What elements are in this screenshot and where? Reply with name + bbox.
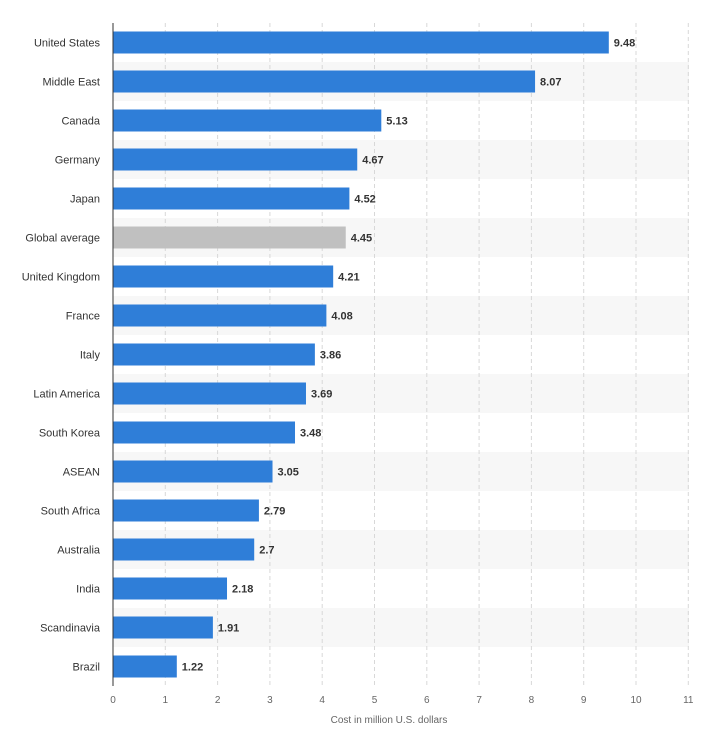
x-tick-label: 4 <box>319 695 325 706</box>
category-label: Brazil <box>72 662 100 674</box>
category-label: Germany <box>55 155 101 167</box>
value-label: 1.91 <box>218 623 239 635</box>
category-label: ASEAN <box>63 467 100 479</box>
bar <box>113 460 273 483</box>
bar <box>113 304 327 327</box>
value-label: 4.45 <box>351 233 372 245</box>
bar <box>113 655 177 678</box>
value-label: 4.52 <box>354 194 375 206</box>
x-tick-label: 8 <box>529 695 535 706</box>
value-label: 4.08 <box>331 311 352 323</box>
category-label: Global average <box>25 233 100 245</box>
value-labels: 9.48 8.07 5.13 4.67 4.52 4.45 4.21 4.08 3.86 3.69… <box>182 38 635 674</box>
category-labels: United States Middle East Canada Germany Jap… <box>22 38 101 674</box>
x-tick-label: 0 <box>110 695 116 706</box>
bar <box>113 226 346 249</box>
value-label: 1.22 <box>182 662 203 674</box>
bar <box>113 31 609 54</box>
bar <box>113 616 213 639</box>
x-tick-label: 9 <box>581 695 587 706</box>
category-label: India <box>76 584 101 596</box>
category-label: United Kingdom <box>22 272 100 284</box>
value-label: 4.21 <box>338 272 359 284</box>
x-tick-label: 5 <box>372 695 378 706</box>
bar <box>113 265 334 288</box>
category-label: Italy <box>80 350 101 362</box>
category-label: Australia <box>57 545 101 557</box>
bar <box>113 538 255 561</box>
bar <box>113 343 315 366</box>
value-label: 3.69 <box>311 389 332 401</box>
x-tick-label: 7 <box>476 695 482 706</box>
value-label: 4.67 <box>362 155 383 167</box>
bars <box>113 31 609 678</box>
category-label: Canada <box>61 116 100 128</box>
value-label: 2.79 <box>264 506 285 518</box>
value-label: 3.86 <box>320 350 341 362</box>
value-label: 3.05 <box>278 467 299 479</box>
x-tick-label: 3 <box>267 695 273 706</box>
x-tick-label: 1 <box>163 695 169 706</box>
category-label: Middle East <box>43 77 100 89</box>
value-label: 5.13 <box>386 116 407 128</box>
bar <box>113 382 306 405</box>
value-label: 2.18 <box>232 584 253 596</box>
value-label: 3.48 <box>300 428 321 440</box>
x-tick-label: 6 <box>424 695 430 706</box>
category-label: Japan <box>70 194 100 206</box>
x-axis-title: Cost in million U.S. dollars <box>331 715 448 726</box>
category-label: Scandinavia <box>40 623 101 635</box>
category-label: France <box>66 311 100 323</box>
bar <box>113 421 296 444</box>
bar <box>113 499 259 522</box>
bar <box>113 70 536 93</box>
category-label: United States <box>34 38 101 50</box>
value-label: 8.07 <box>540 77 561 89</box>
x-tick-label: 2 <box>215 695 221 706</box>
category-label: South Korea <box>39 428 101 440</box>
value-label: 2.7 <box>259 545 274 557</box>
bar <box>113 577 228 600</box>
category-label: South Africa <box>41 506 101 518</box>
bar <box>113 148 358 171</box>
bar <box>113 109 382 132</box>
x-tick-labels: 0 1 2 3 4 5 6 7 8 9 10 11 <box>110 695 694 706</box>
category-label: Latin America <box>33 389 101 401</box>
value-label: 9.48 <box>614 38 635 50</box>
x-tick-label: 11 <box>683 695 694 706</box>
bar <box>113 187 350 210</box>
x-tick-label: 10 <box>630 695 642 706</box>
